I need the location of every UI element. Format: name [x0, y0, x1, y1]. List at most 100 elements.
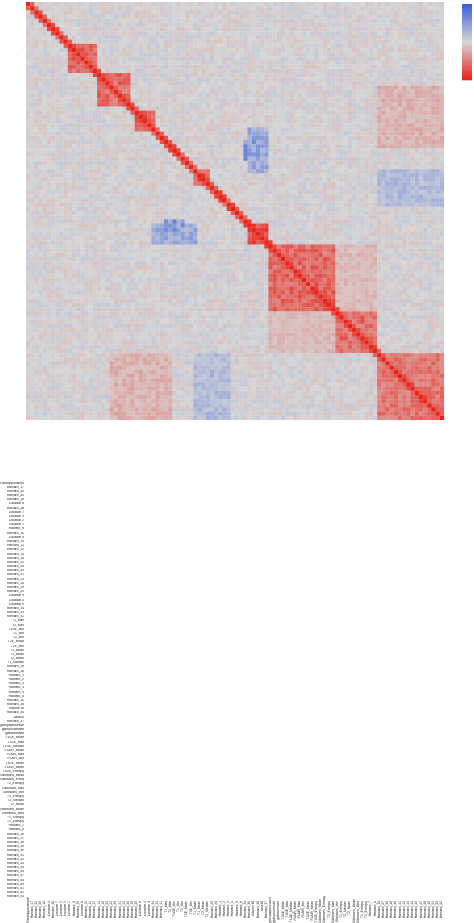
heatmap-cell	[184, 47, 190, 53]
heatmap-cell	[364, 31, 369, 36]
heatmap-cell	[26, 47, 31, 53]
heatmap-cell	[247, 119, 252, 124]
heatmap-cell	[92, 73, 98, 78]
heatmap-cell	[34, 85, 39, 90]
heatmap-cell	[272, 47, 277, 53]
heatmap-cell	[251, 43, 256, 49]
heatmap-cell	[280, 27, 286, 32]
heatmap-cell	[398, 135, 403, 140]
heatmap-cell	[402, 156, 407, 161]
heatmap-cell	[67, 14, 73, 19]
heatmap-cell	[280, 190, 286, 195]
heatmap-cell	[180, 135, 185, 140]
heatmap-cell	[393, 139, 399, 145]
heatmap-cell	[105, 68, 110, 74]
heatmap-cell	[101, 152, 106, 157]
heatmap-cell	[268, 123, 273, 128]
heatmap-cell	[239, 169, 244, 174]
heatmap-cell	[147, 52, 152, 57]
heatmap-cell	[138, 110, 144, 115]
heatmap-cell	[42, 93, 47, 99]
heatmap-cell	[172, 43, 177, 49]
heatmap-cell	[322, 206, 328, 212]
heatmap-cell	[46, 202, 52, 207]
heatmap-cell	[143, 6, 148, 11]
heatmap-cell	[293, 64, 298, 69]
heatmap-cell	[205, 43, 210, 49]
heatmap-cell	[276, 110, 282, 115]
heatmap-cell	[113, 31, 119, 36]
heatmap-cell	[101, 52, 106, 57]
heatmap-cell	[406, 60, 411, 65]
heatmap-cell	[410, 18, 415, 23]
heatmap-cell	[251, 169, 256, 174]
heatmap-cell	[360, 18, 365, 23]
heatmap-cell	[352, 110, 357, 115]
heatmap-cell	[184, 52, 190, 57]
heatmap-cell	[51, 39, 56, 44]
heatmap-cell	[38, 43, 43, 49]
heatmap-cell	[406, 127, 411, 132]
heatmap-cell	[243, 18, 248, 23]
heatmap-cell	[314, 148, 319, 153]
heatmap-cell	[264, 85, 269, 90]
heatmap-cell	[347, 177, 353, 182]
heatmap-cell	[184, 77, 190, 82]
heatmap-cell	[59, 106, 64, 111]
heatmap-cell	[205, 206, 210, 212]
heatmap-cell	[84, 35, 89, 40]
heatmap-cell	[301, 114, 307, 120]
heatmap-cell	[402, 173, 407, 178]
heatmap-cell	[168, 148, 173, 153]
heatmap-cell	[272, 185, 277, 191]
heatmap-cell	[435, 148, 440, 153]
heatmap-cell	[418, 89, 424, 95]
heatmap-cell	[389, 123, 394, 128]
heatmap-cell	[193, 156, 198, 161]
heatmap-cell	[101, 35, 106, 40]
heatmap-cell	[318, 27, 323, 32]
heatmap-cell	[347, 144, 353, 149]
heatmap-cell	[46, 198, 52, 203]
heatmap-cell	[377, 81, 382, 86]
heatmap-cell	[360, 198, 365, 203]
heatmap-cell	[431, 181, 436, 186]
heatmap-cell	[218, 185, 223, 191]
heatmap-cell	[356, 27, 361, 32]
heatmap-cell	[222, 131, 227, 136]
heatmap-cell	[418, 169, 424, 174]
heatmap-cell	[306, 85, 311, 90]
heatmap-cell	[71, 119, 77, 124]
heatmap-cell	[418, 152, 424, 157]
heatmap-cell	[243, 119, 248, 124]
heatmap-cell	[218, 89, 223, 95]
heatmap-cell	[243, 68, 248, 74]
heatmap-cell	[42, 144, 47, 149]
heatmap-cell	[51, 77, 56, 82]
heatmap-cell	[42, 160, 47, 166]
heatmap-cell	[268, 85, 273, 90]
heatmap-cell	[151, 194, 156, 199]
heatmap-cell	[84, 190, 89, 195]
heatmap-cell	[310, 35, 315, 40]
heatmap-cell	[276, 198, 282, 203]
heatmap-cell	[322, 18, 328, 23]
heatmap-cell	[285, 39, 290, 44]
heatmap-cell	[418, 131, 424, 136]
heatmap-cell	[339, 202, 344, 207]
heatmap-cell	[92, 148, 98, 153]
heatmap-cell	[414, 202, 419, 207]
heatmap-cell	[42, 52, 47, 57]
heatmap-cell	[97, 119, 102, 124]
heatmap-cell	[301, 165, 307, 170]
heatmap-cell	[289, 27, 294, 32]
heatmap-cell	[105, 10, 110, 15]
heatmap-cell	[393, 68, 399, 74]
heatmap-cell	[352, 89, 357, 95]
heatmap-cell	[168, 2, 173, 7]
heatmap-cell	[360, 177, 365, 182]
heatmap-cell	[239, 165, 244, 170]
heatmap-cell	[143, 198, 148, 203]
heatmap-cell	[385, 131, 390, 136]
heatmap-cell	[205, 89, 210, 95]
